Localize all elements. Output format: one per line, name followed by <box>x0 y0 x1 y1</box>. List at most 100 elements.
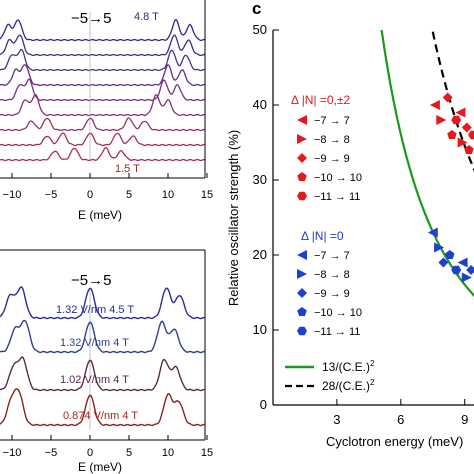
top-spectrum-line <box>0 34 206 57</box>
top-transition-label: −5→5 <box>71 10 111 27</box>
top-spectra <box>0 18 206 162</box>
bottom-x-axis-title: E (meV) <box>78 460 122 474</box>
x-tick-label: 9 <box>461 412 468 427</box>
blue-data-point <box>461 272 472 283</box>
red-data-point <box>436 115 447 125</box>
legend-blue-marker <box>297 250 307 260</box>
bottom-spectrum-line <box>0 319 206 354</box>
legend-red-marker <box>297 115 307 125</box>
y-tick-label: 10 <box>253 322 267 337</box>
scatter-points <box>427 92 474 283</box>
x-axis-title: Cyclotron energy (meV) <box>326 434 463 449</box>
red-data-point <box>457 137 468 148</box>
x-tick-label: −10 <box>3 189 22 201</box>
red-data-point <box>455 107 466 118</box>
fit-curve-black <box>431 31 474 172</box>
blue-data-point <box>457 257 468 268</box>
legend-black-exp: 2 <box>370 378 375 387</box>
legend-blue-marker <box>297 269 307 279</box>
blue-data-point <box>445 250 455 259</box>
fit-curves <box>380 29 474 298</box>
top-field-bottom-label: 1.5 T <box>115 163 140 175</box>
x-tick-label: −5 <box>45 447 58 459</box>
legend-red-marker <box>297 134 307 144</box>
legend-red-label: −8 → 8 <box>314 134 350 146</box>
legend-blue-marker <box>297 326 307 336</box>
bottom-spectrum-line <box>0 286 206 320</box>
red-data-point <box>451 115 462 125</box>
panel-top-left: −10 −5 0 5 10 15 −5→5 4.8 T 1.5 T E (meV) <box>0 0 213 222</box>
x-tick-label: 5 <box>126 189 132 201</box>
legend-red-label: −7 → 7 <box>314 115 350 127</box>
x-tick-label: 6 <box>397 412 404 427</box>
top-field-top-label: 4.8 T <box>134 11 159 23</box>
legend-group2-title: Δ |N| =0 <box>301 229 344 243</box>
fit-curve-green <box>380 29 474 298</box>
y-tick-label: 20 <box>253 247 267 262</box>
red-data-point <box>429 100 440 110</box>
top-spectrum-line <box>0 117 206 132</box>
legend-black-text: 28/(C.E.) <box>322 379 370 393</box>
top-spectrum-line <box>0 78 206 102</box>
y-tick-label: 40 <box>253 97 267 112</box>
top-spectrum-line <box>0 93 206 117</box>
bottom-transition-label: −5→5 <box>71 272 111 289</box>
x-tick-label: 0 <box>87 189 93 201</box>
blue-data-point <box>434 242 445 253</box>
panel-letter: c <box>252 0 261 18</box>
top-x-axis-title: E (meV) <box>78 208 122 222</box>
x-tick-label: 0 <box>87 447 93 459</box>
red-data-point <box>464 145 474 154</box>
x-tick-label: 5 <box>126 447 132 459</box>
curve-label-2: 1.32 V/nm 4 T <box>60 337 129 349</box>
x-tick-label: −5 <box>45 189 58 201</box>
y-tick-label: 0 <box>260 397 267 412</box>
legend-red-marker <box>297 191 307 201</box>
panel-bottom-left: −10 −5 0 5 10 15 −5→5 1.32 V/nm 4.5 T 1.32 V/… <box>0 249 213 474</box>
legend-red-label: −9 → 9 <box>314 153 350 165</box>
legend-group1-title: Δ |N| =0,±2 <box>291 93 351 107</box>
legend-blue-marker <box>297 307 307 316</box>
legend-black-label: 28/(C.E.)2 <box>322 378 375 393</box>
legend-blue-marker <box>297 288 307 298</box>
y-axis-title: Relative oscillator strength (%) <box>226 130 241 306</box>
x-tick-label: 15 <box>201 447 213 459</box>
red-data-point <box>461 122 472 133</box>
blue-data-point <box>451 265 462 275</box>
legend-green-exp: 2 <box>370 359 375 368</box>
y-tick-label: 30 <box>253 172 267 187</box>
curve-label-1: 1.32 V/nm 4.5 T <box>56 304 134 316</box>
bottom-x-ticks: −10 −5 0 5 10 15 <box>3 435 213 459</box>
legend-group2: −7 → 7 −8 → 8 −9 → 9 −10 → 10 −11 → 11 <box>297 250 362 338</box>
bottom-spectra <box>0 286 206 427</box>
x-tick-label: −10 <box>3 447 22 459</box>
legend-red-marker <box>297 172 307 181</box>
x-tick-label: 10 <box>162 189 174 201</box>
top-spectrum-line <box>0 146 206 162</box>
blue-data-point <box>438 257 449 268</box>
legend-blue-label: −11 → 11 <box>314 326 360 338</box>
top-spectrum-line <box>0 63 206 87</box>
x-tick-label: 15 <box>201 189 213 201</box>
x-tick-label: 3 <box>333 412 340 427</box>
y-tick-label: 50 <box>253 22 267 37</box>
top-spectrum-line <box>0 48 206 72</box>
legend-green-label: 13/(C.E.)2 <box>322 359 375 374</box>
top-spectrum-line <box>0 18 206 42</box>
bottom-spectrum-line <box>0 388 206 427</box>
blue-data-point <box>466 265 474 275</box>
legend-red-label: −11 → 11 <box>314 191 360 203</box>
curve-label-3: 1.02 V/nm 4 T <box>60 374 129 386</box>
legend-red-marker <box>297 153 307 163</box>
x-tick-label: 10 <box>162 447 174 459</box>
top-spectrum-line <box>0 132 206 147</box>
legend-group1: −7 → 7 −8 → 8 −9 → 9 −10 → 10 −11 → 11 <box>297 115 362 203</box>
panel-right: c 0 10 20 30 40 50 3 6 9 Relative oscillator st… <box>226 0 474 449</box>
legend-blue-label: −9 → 9 <box>314 288 350 300</box>
legend-blue-label: −8 → 8 <box>314 269 350 281</box>
y-ticks: 0 10 20 30 40 50 <box>253 22 279 412</box>
x-ticks: 3 6 9 <box>333 399 468 427</box>
blue-data-point <box>427 227 438 238</box>
red-data-point <box>442 92 453 103</box>
